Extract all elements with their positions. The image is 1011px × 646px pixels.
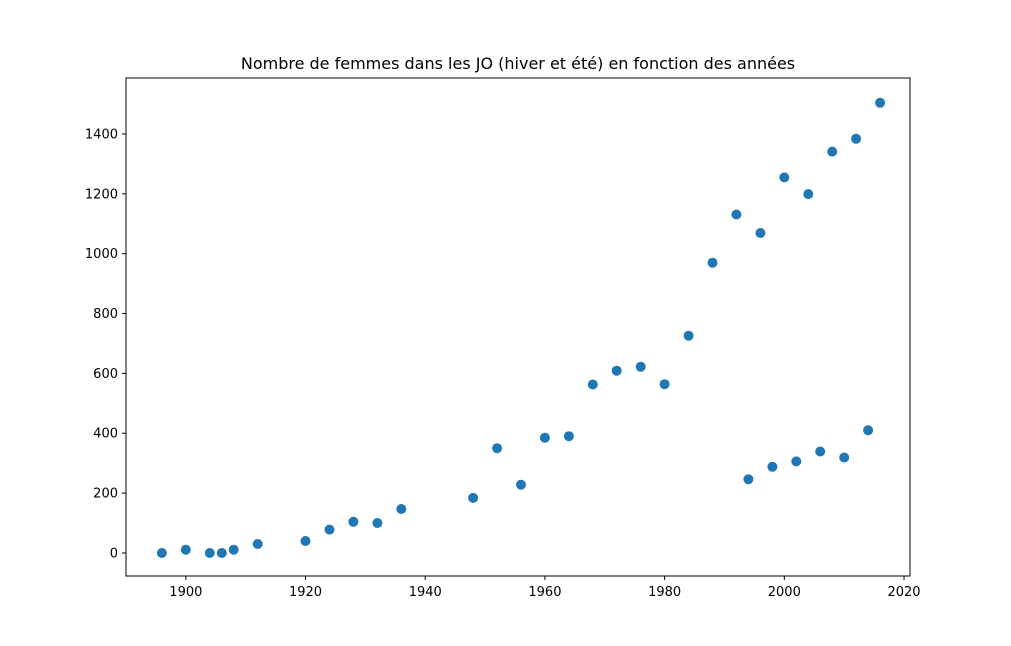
- data-point: [216, 548, 227, 558]
- x-tick-label: 1900: [169, 585, 202, 600]
- x-axis: 1900 1920 1940 1960 1980 2000 2020: [169, 576, 921, 600]
- data-point: [767, 461, 778, 472]
- data-point: [468, 492, 479, 503]
- data-point: [611, 365, 622, 376]
- x-tick-label: 1920: [289, 585, 322, 600]
- data-point: [372, 518, 383, 528]
- plot-frame: [125, 77, 911, 577]
- y-tick-label: 200: [93, 487, 118, 502]
- data-point: [815, 446, 826, 457]
- data-point: [324, 524, 335, 535]
- chart-title: Nombre de femmes dans les JO (hiver et é…: [241, 54, 795, 73]
- y-tick-label: 1400: [85, 127, 118, 142]
- data-point: [803, 189, 814, 200]
- x-tick-label: 1980: [648, 585, 681, 600]
- x-tick-label: 2020: [887, 585, 920, 600]
- data-points: [156, 97, 886, 558]
- data-point: [300, 536, 311, 546]
- data-point: [863, 425, 874, 436]
- x-tick-label: 2000: [768, 585, 801, 600]
- data-point: [683, 330, 694, 341]
- data-point: [204, 548, 215, 558]
- data-point: [539, 432, 550, 443]
- data-point: [635, 361, 646, 372]
- data-point: [659, 379, 670, 390]
- y-tick-label: 400: [93, 427, 118, 442]
- data-point: [755, 228, 766, 238]
- y-tick-label: 0: [110, 546, 118, 561]
- data-point: [791, 456, 802, 467]
- data-point: [156, 548, 167, 558]
- data-point: [839, 452, 850, 463]
- data-point: [516, 479, 526, 490]
- y-tick-label: 600: [93, 367, 118, 382]
- y-tick-label: 1000: [85, 247, 118, 262]
- data-point: [348, 516, 359, 527]
- data-point: [563, 431, 574, 442]
- x-tick-label: 1940: [409, 585, 442, 600]
- data-point: [827, 146, 838, 157]
- data-point: [731, 209, 742, 220]
- data-point: [851, 133, 862, 144]
- data-point: [707, 257, 718, 268]
- data-point: [180, 544, 191, 555]
- data-point: [492, 443, 503, 454]
- data-point: [396, 504, 407, 514]
- y-tick-label: 800: [93, 307, 118, 322]
- x-tick-label: 1960: [528, 585, 561, 600]
- data-point: [587, 379, 598, 390]
- y-axis: 0 200 400 600 800 1000 1200 1400: [85, 127, 126, 561]
- data-point: [252, 539, 263, 549]
- data-point: [743, 474, 754, 485]
- y-tick-label: 1200: [85, 187, 118, 202]
- data-point: [779, 172, 790, 183]
- data-point: [875, 97, 886, 108]
- data-point: [228, 544, 239, 555]
